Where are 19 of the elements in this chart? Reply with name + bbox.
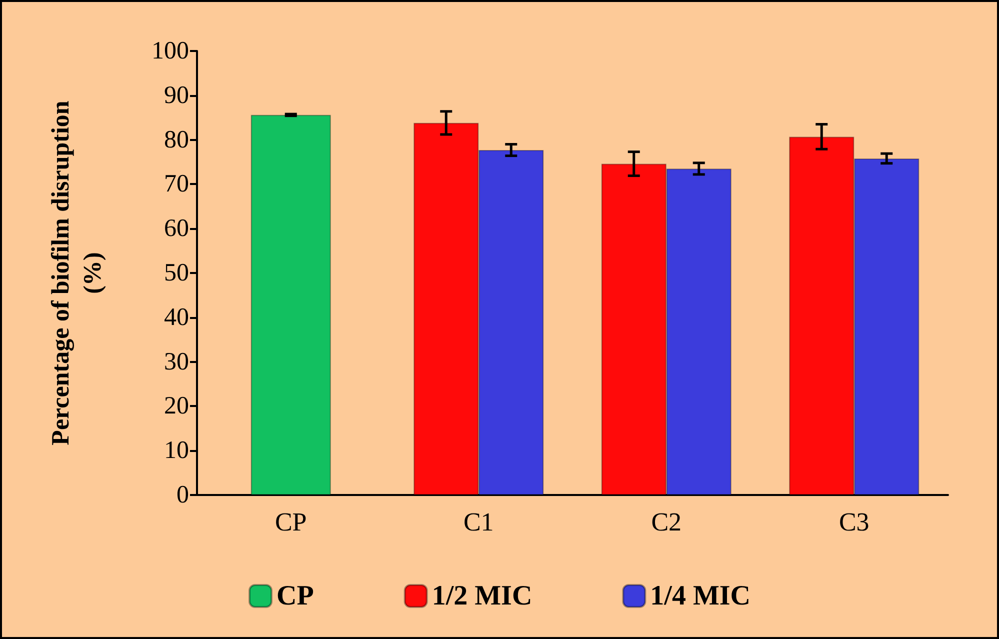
x-tick-label: CP <box>274 508 307 536</box>
legend-label: 1/4 MIC <box>650 580 750 612</box>
y-tick-label: 0 <box>176 482 189 508</box>
y-tick-label: 60 <box>164 215 189 242</box>
y-tick-label: 20 <box>164 392 189 420</box>
y-tick-label: 10 <box>164 437 189 464</box>
legend-label: CP <box>276 580 314 612</box>
y-tick-label: 50 <box>164 260 189 286</box>
y-tick-label: 70 <box>164 170 189 198</box>
legend-label: 1/2 MIC <box>432 580 532 612</box>
x-tick-label: C2 <box>651 508 682 536</box>
y-axis-title: Percentage of biofilm disruption (%) <box>48 100 106 446</box>
x-tick-label: C3 <box>838 508 870 536</box>
y-tick-label: 80 <box>164 126 189 154</box>
y-tick-label: 30 <box>164 348 189 376</box>
y-tick-label: 90 <box>164 82 189 109</box>
y-tick-label: 100 <box>152 38 189 64</box>
y-tick-label: 40 <box>164 304 189 331</box>
x-tick-label: C1 <box>463 508 494 536</box>
